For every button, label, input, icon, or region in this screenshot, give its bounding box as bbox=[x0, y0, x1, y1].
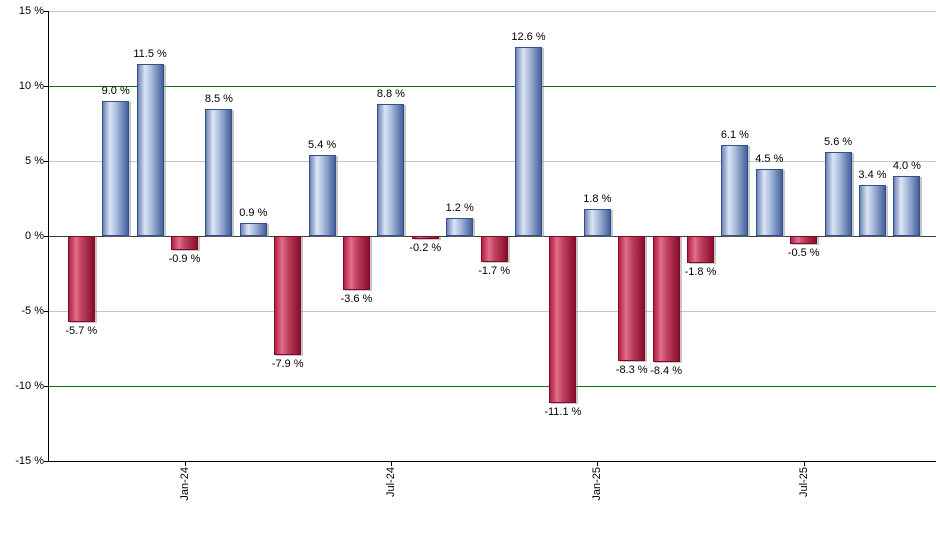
y-axis-tick-label: -10 % bbox=[15, 380, 44, 392]
bar bbox=[583, 209, 611, 236]
x-axis-tick-mark bbox=[803, 461, 805, 466]
x-axis-tick-label: Jul-24 bbox=[383, 467, 399, 519]
bar bbox=[721, 144, 749, 236]
bar bbox=[446, 218, 474, 236]
bar bbox=[687, 236, 714, 263]
bar bbox=[136, 63, 164, 236]
bar bbox=[755, 168, 783, 236]
y-axis-tick-mark bbox=[44, 386, 48, 387]
bar-value-label: 3.4 % bbox=[858, 169, 887, 181]
bar-value-label: -5.7 % bbox=[65, 324, 98, 337]
bar-value-label: -11.1 % bbox=[544, 405, 582, 418]
x-axis-tick-label-text: Jul-24 bbox=[384, 467, 397, 497]
bar-value-label: -7.9 % bbox=[271, 357, 304, 370]
bar-value-label: 4.5 % bbox=[755, 152, 784, 165]
y-axis-tick-mark bbox=[44, 161, 48, 162]
x-axis-tick-label: Jul-25 bbox=[796, 467, 812, 519]
bar bbox=[274, 236, 302, 355]
x-axis-tick-label-text: Jul-25 bbox=[797, 467, 810, 497]
x-axis-line bbox=[48, 461, 936, 462]
x-axis-tick-label: Jan-25 bbox=[589, 467, 605, 519]
bar bbox=[343, 236, 370, 290]
y-axis-tick-mark bbox=[44, 11, 48, 12]
bar-value-label: -3.6 % bbox=[340, 293, 373, 305]
x-axis-tick-label: Jan-24 bbox=[177, 467, 193, 519]
bar bbox=[859, 185, 886, 236]
bar bbox=[549, 236, 577, 403]
major-gridline bbox=[48, 385, 936, 387]
y-axis-tick-label: -5 % bbox=[21, 305, 44, 317]
y-axis-tick-label: 0 % bbox=[25, 230, 44, 242]
major-gridline bbox=[48, 85, 936, 87]
bar-value-label: 4.0 % bbox=[892, 160, 921, 172]
y-axis-tick-label: 5 % bbox=[25, 155, 44, 167]
bar-value-label: 5.6 % bbox=[824, 136, 853, 148]
y-axis-tick-mark bbox=[44, 86, 48, 87]
plot-area: -5.7 % 9.0 % 11.5 % -0.9 % 8.5 % 0.9 % -7.9 % 5… bbox=[48, 10, 936, 461]
bar-value-label: 8.8 % bbox=[376, 88, 405, 100]
y-axis-tick-mark bbox=[44, 236, 48, 237]
bar bbox=[824, 152, 852, 236]
bar-value-label: 5.4 % bbox=[308, 139, 337, 151]
y-axis-tick-mark bbox=[44, 461, 48, 462]
bar-value-label: 12.6 % bbox=[511, 31, 546, 43]
x-axis-tick-label-text: Jan-24 bbox=[178, 467, 191, 501]
bar-value-label: -0.9 % bbox=[168, 252, 201, 265]
y-axis-line bbox=[48, 11, 49, 461]
bar-value-label: -8.4 % bbox=[650, 365, 682, 377]
bar-value-label: 11.5 % bbox=[133, 47, 167, 60]
bar bbox=[515, 47, 542, 236]
bar bbox=[618, 236, 646, 361]
y-axis-tick-label: 10 % bbox=[18, 80, 44, 92]
bar bbox=[67, 236, 95, 322]
y-axis-tick-label: 15 % bbox=[18, 5, 44, 17]
bar bbox=[411, 236, 439, 239]
bar bbox=[790, 236, 818, 244]
bar bbox=[205, 108, 233, 236]
y-axis-tick-mark bbox=[44, 311, 48, 312]
bar-value-label: 8.5 % bbox=[204, 92, 233, 105]
bar-value-label: 6.1 % bbox=[720, 128, 749, 141]
y-axis-tick-label: -15 % bbox=[15, 455, 44, 467]
bar-value-label: 0.9 % bbox=[239, 206, 268, 219]
bar-value-label: 1.2 % bbox=[445, 202, 474, 214]
bar-value-label: -0.2 % bbox=[409, 242, 442, 254]
x-axis-tick-mark bbox=[390, 461, 392, 466]
bar-value-label: 9.0 % bbox=[101, 85, 130, 97]
minor-gridline bbox=[48, 160, 936, 162]
bar bbox=[377, 104, 405, 236]
bar bbox=[102, 101, 130, 236]
bar bbox=[308, 155, 336, 236]
bar bbox=[480, 236, 508, 262]
minor-gridline bbox=[48, 10, 936, 12]
bar-value-label: -1.8 % bbox=[684, 266, 717, 278]
bar bbox=[171, 236, 198, 250]
x-axis-tick-label-text: Jan-25 bbox=[591, 467, 604, 501]
bar bbox=[239, 222, 267, 236]
bar-value-label: -0.5 % bbox=[787, 246, 820, 259]
minor-gridline bbox=[48, 310, 936, 312]
x-axis-tick-mark bbox=[184, 461, 186, 466]
bar-value-label: -1.7 % bbox=[478, 264, 510, 277]
bar bbox=[652, 236, 680, 362]
bar-value-label: -8.3 % bbox=[615, 363, 648, 376]
bar-value-label: 1.8 % bbox=[583, 193, 612, 205]
bar bbox=[893, 176, 921, 236]
x-axis-tick-mark bbox=[597, 461, 599, 466]
